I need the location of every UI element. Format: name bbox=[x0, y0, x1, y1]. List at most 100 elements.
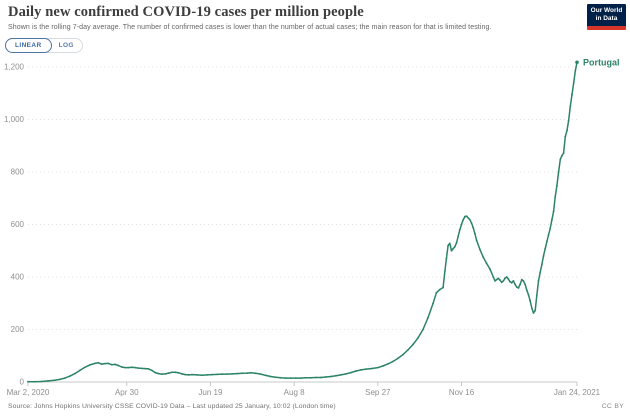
data-point-marker bbox=[184, 373, 187, 376]
data-point-marker bbox=[134, 366, 137, 369]
data-point-marker bbox=[151, 369, 153, 372]
data-point-marker bbox=[177, 371, 180, 374]
log-button[interactable]: LOG bbox=[51, 39, 82, 52]
data-point-marker bbox=[489, 268, 491, 270]
data-point-marker bbox=[181, 373, 183, 375]
data-point-marker bbox=[460, 223, 463, 226]
data-point-marker bbox=[537, 280, 540, 282]
data-point-marker bbox=[435, 291, 438, 294]
data-point-marker bbox=[530, 307, 533, 309]
series-label-portugal: Portugal bbox=[583, 57, 620, 67]
data-point-marker bbox=[535, 294, 538, 297]
y-axis-label: 400 bbox=[11, 273, 25, 282]
data-point-marker bbox=[462, 218, 465, 221]
data-point-marker bbox=[445, 257, 448, 260]
data-point-marker bbox=[350, 371, 352, 374]
data-point-marker bbox=[274, 376, 277, 379]
data-point-marker bbox=[517, 287, 520, 289]
data-point-marker bbox=[472, 226, 475, 229]
data-point-marker bbox=[470, 222, 473, 225]
data-point-marker bbox=[335, 374, 337, 377]
data-point-marker bbox=[299, 377, 302, 379]
data-point-marker bbox=[569, 105, 572, 108]
linear-button[interactable]: LINEAR bbox=[5, 38, 52, 53]
series-line-portugal[interactable] bbox=[27, 61, 578, 383]
data-point-marker bbox=[465, 215, 468, 218]
data-point-marker bbox=[458, 228, 461, 231]
data-point-marker bbox=[552, 210, 555, 213]
series-end-marker bbox=[575, 60, 579, 65]
data-point-marker bbox=[63, 377, 66, 379]
license-badge[interactable]: CC BY bbox=[601, 403, 624, 410]
data-point-marker bbox=[412, 343, 414, 346]
data-point-marker bbox=[443, 270, 446, 273]
data-point-marker bbox=[107, 362, 110, 365]
data-point-marker bbox=[500, 281, 503, 284]
data-point-marker bbox=[79, 369, 81, 372]
data-point-marker bbox=[574, 70, 577, 72]
data-point-marker bbox=[504, 277, 506, 280]
data-point-marker bbox=[422, 328, 424, 331]
data-point-marker bbox=[27, 380, 29, 383]
data-point-marker bbox=[94, 362, 96, 365]
data-point-marker bbox=[539, 271, 542, 274]
data-point-marker bbox=[453, 245, 456, 248]
data-point-marker bbox=[447, 244, 449, 247]
data-point-marker bbox=[512, 280, 515, 282]
data-point-marker bbox=[542, 255, 545, 257]
data-point-marker bbox=[494, 280, 496, 282]
data-point-marker bbox=[510, 281, 513, 284]
x-axis-label: Apr 30 bbox=[115, 388, 139, 397]
data-point-marker bbox=[507, 278, 510, 280]
data-point-marker bbox=[117, 364, 120, 367]
data-point-marker bbox=[89, 364, 91, 366]
x-axis-label: Jan 24, 2021 bbox=[554, 388, 601, 397]
data-point-marker bbox=[264, 374, 267, 377]
data-point-marker bbox=[304, 376, 307, 379]
y-axis-label: 1,000 bbox=[4, 115, 25, 124]
data-point-marker bbox=[47, 380, 49, 382]
data-point-marker bbox=[549, 227, 552, 230]
data-point-marker bbox=[144, 367, 147, 370]
data-point-marker bbox=[485, 262, 488, 265]
data-point-marker bbox=[110, 363, 113, 366]
data-point-marker bbox=[527, 294, 530, 296]
data-point-marker bbox=[330, 375, 332, 378]
data-point-marker bbox=[104, 362, 106, 365]
data-point-marker bbox=[187, 374, 190, 376]
data-point-marker bbox=[161, 373, 163, 375]
data-point-marker bbox=[174, 371, 177, 374]
data-point-marker bbox=[259, 373, 262, 375]
data-point-marker bbox=[544, 247, 547, 250]
data-point-marker bbox=[534, 309, 537, 312]
data-point-marker bbox=[315, 376, 317, 379]
data-point-marker bbox=[147, 368, 150, 370]
data-point-marker bbox=[236, 372, 239, 375]
data-point-marker bbox=[284, 377, 287, 379]
data-point-marker bbox=[320, 376, 322, 379]
y-axis-label: 0 bbox=[20, 378, 25, 387]
data-point-marker bbox=[566, 129, 568, 132]
data-point-marker bbox=[191, 373, 193, 376]
data-point-marker bbox=[68, 375, 71, 378]
data-point-marker bbox=[340, 374, 342, 376]
data-point-marker bbox=[571, 93, 573, 96]
data-point-marker bbox=[154, 371, 157, 374]
data-point-marker bbox=[58, 378, 61, 381]
data-point-marker bbox=[246, 372, 249, 374]
data-point-marker bbox=[137, 367, 140, 369]
data-point-marker bbox=[167, 372, 170, 374]
data-point-marker bbox=[482, 256, 485, 259]
data-point-marker bbox=[455, 242, 458, 244]
data-point-marker bbox=[53, 379, 56, 382]
data-point-marker bbox=[241, 372, 244, 375]
data-point-marker bbox=[529, 299, 531, 302]
data-point-marker bbox=[515, 286, 518, 288]
owid-logo[interactable]: Our World in Data bbox=[587, 4, 626, 30]
data-point-marker bbox=[519, 283, 521, 286]
data-point-marker bbox=[442, 286, 444, 289]
data-point-marker bbox=[124, 366, 126, 369]
data-point-marker bbox=[387, 363, 389, 365]
y-axis-label: 800 bbox=[11, 168, 25, 177]
data-point-marker bbox=[140, 367, 143, 370]
